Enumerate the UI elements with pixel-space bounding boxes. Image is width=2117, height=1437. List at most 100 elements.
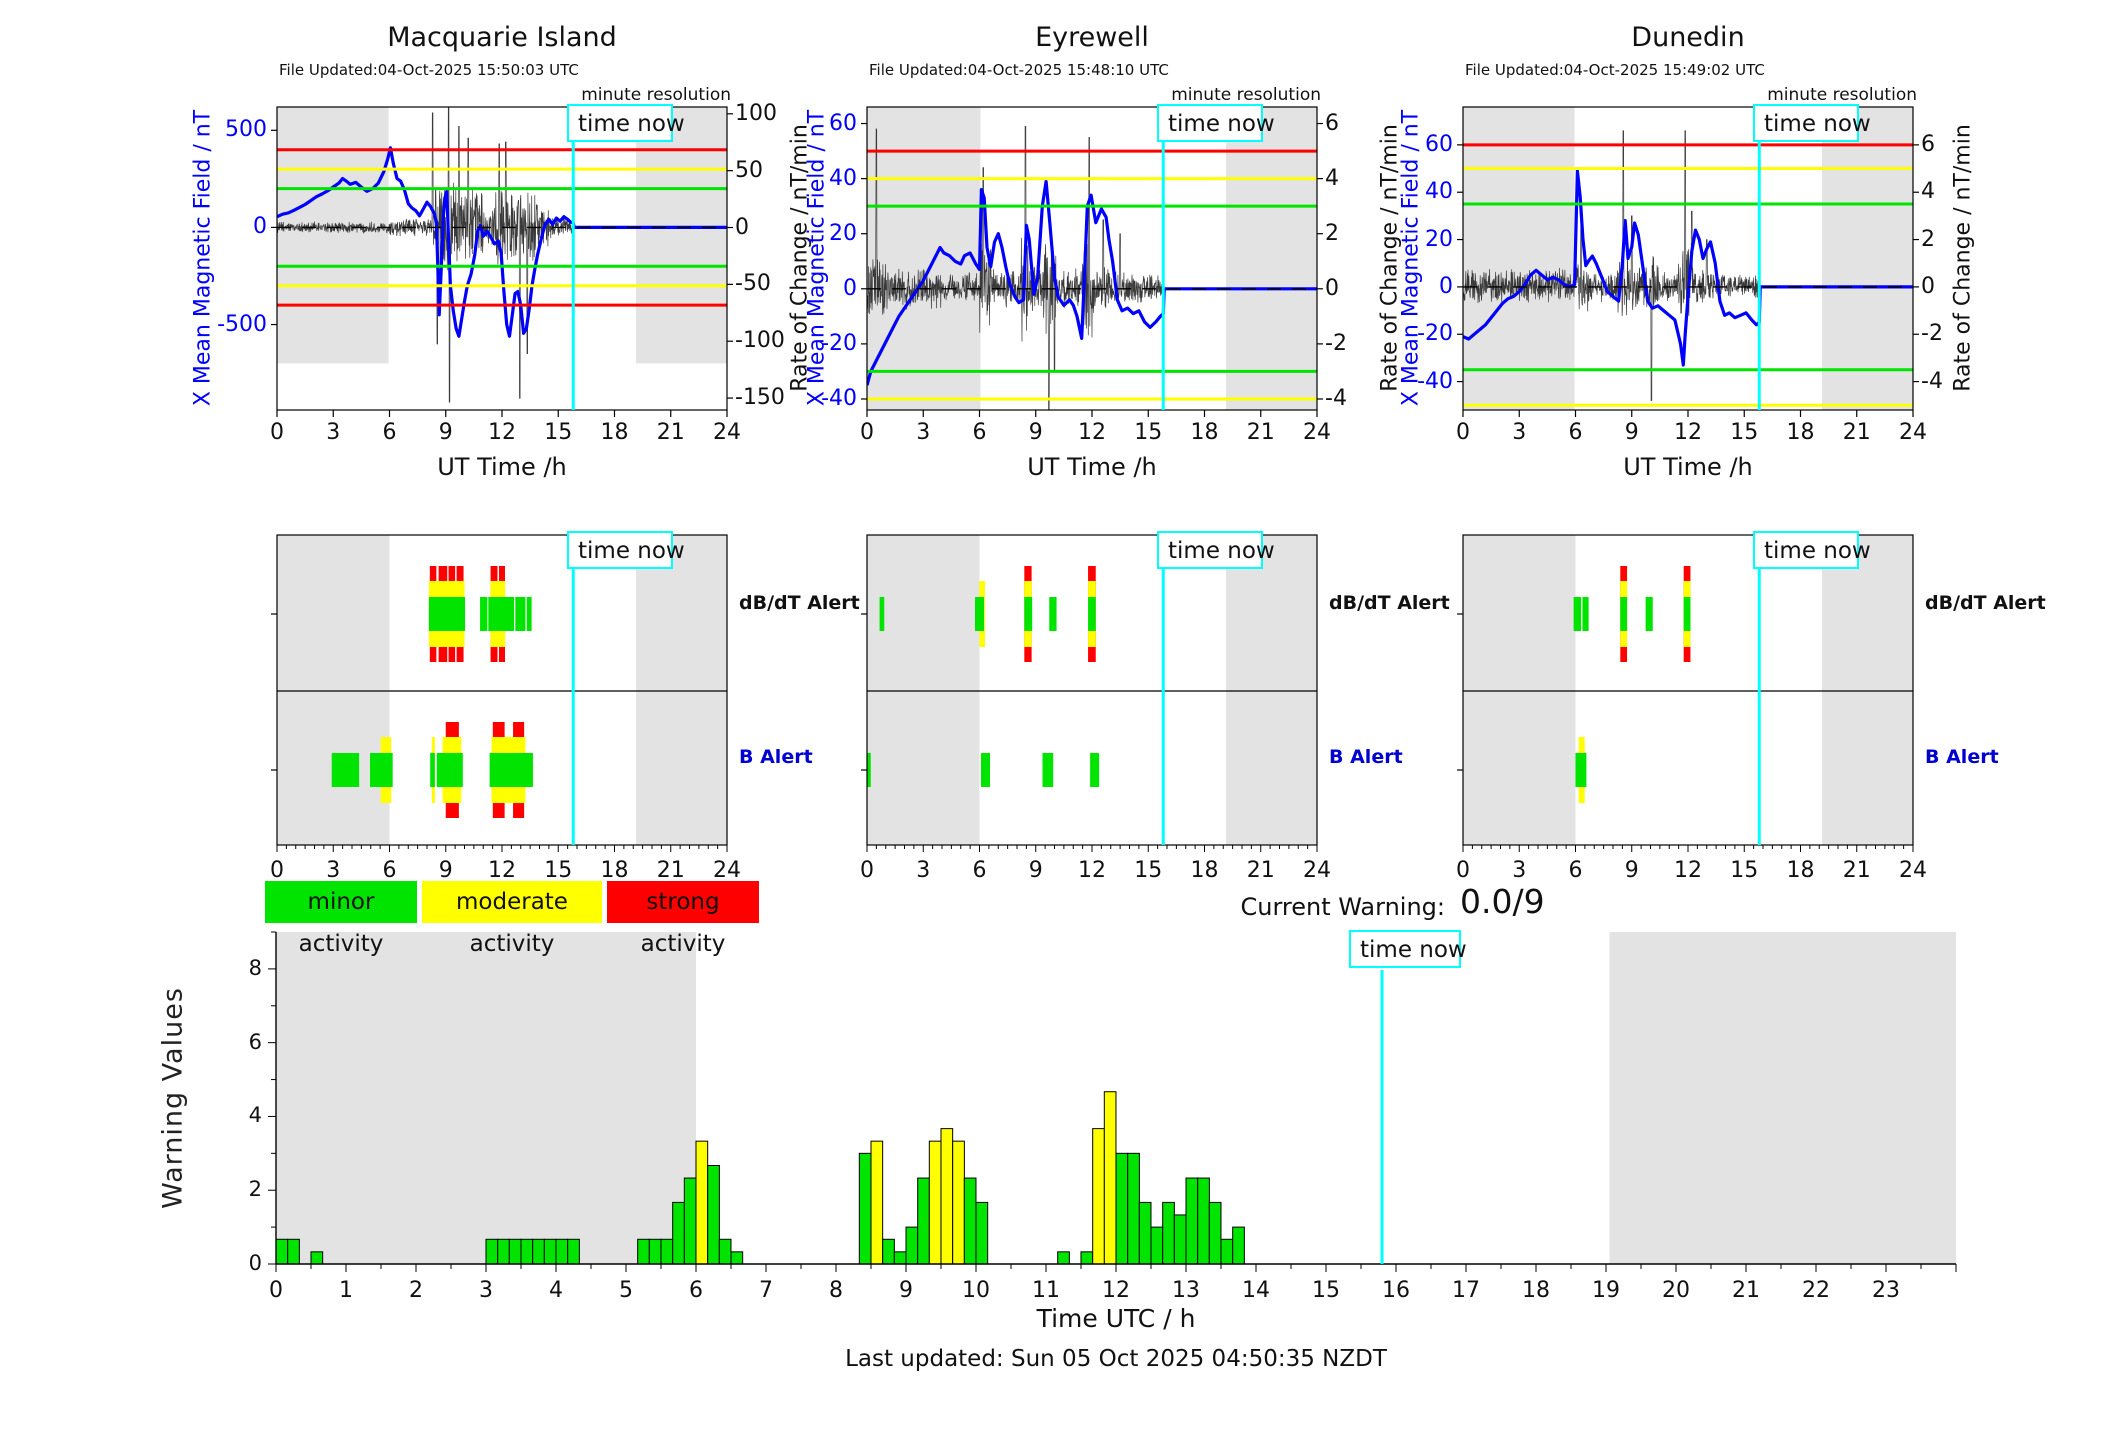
x-tick-label: 17 (1452, 1278, 1480, 1303)
rate-of-change-trace (1463, 130, 1760, 401)
warning-value-bar (917, 1177, 930, 1265)
b-alert-green-segment (867, 753, 871, 787)
x-axis-label: UT Time /h (1623, 453, 1753, 481)
y-tick-label: 4 (248, 1103, 262, 1128)
x-tick-label: 24 (1303, 858, 1331, 883)
x-tick-label: 15 (544, 858, 573, 883)
night-shading-band (867, 535, 980, 845)
warning-value-bar (695, 1140, 709, 1265)
time-now-marker-label: time now (567, 531, 685, 569)
x-tick-label: 12 (1674, 420, 1702, 445)
warning-value-bar (543, 1238, 557, 1265)
b-alert-green-segment (430, 753, 435, 787)
x-tick-label: 10 (962, 1278, 990, 1303)
current-warning-value: 0.0/9 (1460, 882, 1545, 921)
activity-legend: minor activity moderate activity strong ac… (265, 881, 764, 957)
warning-value-bar (1185, 1177, 1199, 1265)
dbdt-alert-green-segment (480, 597, 488, 631)
alert-timeline-plot (861, 534, 1318, 852)
x-tick-label: 16 (1382, 1278, 1410, 1303)
y-tick-label: -2 (1921, 321, 1943, 347)
warning-value-bar (1232, 1226, 1245, 1265)
dbdt-alert-label: dB/dT Alert (1329, 592, 1450, 614)
night-shading-band (1822, 535, 1913, 845)
x-tick-label: 14 (1242, 1278, 1270, 1303)
y-tick-label: -40 (821, 385, 857, 411)
alert-panel-eyrewell: time now dB/dT Alert B Alert 0 3 6 9 12 15 18 2… (860, 528, 1450, 883)
chart-dunedin: Dunedin File Updated:04-Oct-2025 15:49:0… (1399, 0, 1976, 505)
dbdt-alert-green-segment (1088, 597, 1096, 631)
x-tick-label: 24 (713, 858, 741, 883)
night-shading-band (1463, 107, 1575, 410)
y-tick-label: 20 (829, 220, 857, 246)
dbdt-alert-green-segment (1620, 597, 1628, 631)
y-tick-label: 6 (248, 1029, 262, 1054)
alert-timeline-plot (271, 534, 728, 852)
b-alert-label: B Alert (1925, 746, 1999, 768)
dbdt-alert-green-segment (1683, 597, 1691, 631)
dbdt-alert-green-segment (1024, 597, 1033, 631)
x-tick-label: 21 (1246, 420, 1275, 445)
y-tick-label: 2 (1325, 220, 1339, 246)
night-shading-band (1226, 107, 1317, 410)
x-tick-label: 5 (619, 1278, 633, 1303)
warning-value-bar (952, 1140, 965, 1265)
warning-value-bar (660, 1238, 674, 1265)
y-tick-label: 40 (1425, 179, 1453, 205)
x-tick-label: 0 (1456, 858, 1470, 883)
warning-value-bar (508, 1238, 522, 1265)
warning-value-bar (1115, 1152, 1129, 1265)
night-shading-band (1226, 535, 1317, 845)
x-tick-label: 6 (972, 858, 987, 883)
x-tick-label: 15 (1312, 1278, 1340, 1303)
y-tick-label: 6 (1921, 131, 1935, 157)
x-tick-label: 9 (1028, 858, 1043, 883)
warning-value-bar (928, 1140, 942, 1265)
warning-value-bar (485, 1238, 499, 1265)
time-now-marker-label: time now (1349, 930, 1467, 968)
warning-value-bar (1092, 1128, 1105, 1265)
warning-values-chart: Warning Values time now Time UTC / h Las… (158, 930, 1957, 1402)
x-tick-label: 6 (382, 858, 397, 883)
alert-timeline-plot (1457, 534, 1914, 852)
warning-value-bar (1197, 1177, 1210, 1265)
x-tick-label: 9 (1624, 858, 1639, 883)
x-tick-label: 3 (1512, 858, 1527, 883)
dbdt-alert-label: dB/dT Alert (1925, 592, 2046, 614)
magnetic-field-plot (1457, 106, 1919, 417)
x-tick-label: 8 (829, 1278, 843, 1303)
x-tick-label: 18 (1190, 420, 1219, 445)
mean-field-series (1463, 169, 1913, 367)
alert-panel-macquarie-island: time now dB/dT Alert B Alert 0 3 6 9 12 15 18 2… (270, 528, 860, 883)
y-tick-label: -4 (1921, 368, 1943, 394)
y-tick-label: 20 (1425, 226, 1453, 252)
file-updated-text: File Updated:04-Oct-2025 15:49:02 UTC (1465, 61, 1765, 79)
x-axis-label: UT Time /h (437, 453, 567, 481)
x-tick-label: 21 (656, 858, 685, 883)
dbdt-alert-green-segment (879, 597, 885, 631)
warning-value-bar (287, 1238, 300, 1265)
warning-value-bar (975, 1201, 989, 1265)
x-tick-label: 3 (1512, 420, 1527, 445)
warning-value-bar (520, 1238, 534, 1265)
warning-value-bar (882, 1238, 895, 1265)
x-tick-label: 18 (600, 420, 629, 445)
b-alert-green-segment (370, 753, 393, 787)
y-tick-label: -500 (217, 311, 267, 337)
legend-item-yellow: moderate activity (422, 881, 602, 957)
dbdt-alert-green-segment (526, 597, 532, 631)
night-shading-band (277, 535, 390, 845)
x-tick-label: 15 (1134, 858, 1163, 883)
b-alert-green-segment (489, 753, 533, 787)
x-tick-label: 24 (713, 420, 741, 445)
y-axis-label-left: X Mean Magnetic Field / nT (804, 109, 830, 407)
x-tick-label: 2 (409, 1278, 423, 1303)
warning-value-bar (497, 1238, 510, 1265)
dbdt-alert-label: dB/dT Alert (739, 592, 860, 614)
warning-value-bar (1162, 1201, 1175, 1265)
x-tick-label: 20 (1662, 1278, 1690, 1303)
x-tick-label: 12 (1078, 420, 1106, 445)
x-tick-label: 18 (1190, 858, 1219, 883)
y-tick-label: -4 (1325, 385, 1347, 411)
